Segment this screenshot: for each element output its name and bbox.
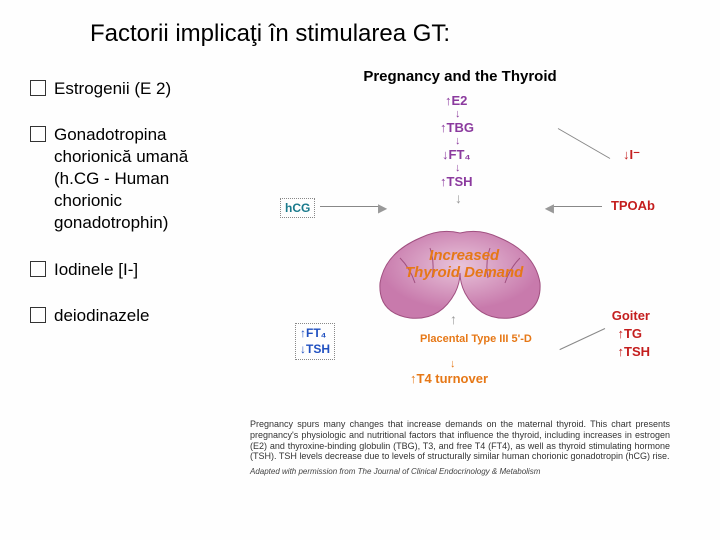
label-tg: ↑TG	[617, 326, 642, 341]
bullet-list: Estrogenii (E 2) Gonadotropina chorionic…	[30, 68, 230, 476]
arrow-right-icon: ▶	[378, 201, 387, 215]
diagram-canvas: ↑E2 ↓ ↑TBG ↓ ↓FT₄ ↓ ↑TSH ↓ hCG ▶ ↓I⁻ TPO…	[250, 93, 670, 413]
label-tpoab: TPOAb	[611, 198, 655, 213]
connector-line	[552, 206, 602, 207]
attribution-text: Adapted with permission from The Journal…	[250, 467, 670, 476]
label-tsh-bottom: ↓TSH	[300, 342, 330, 358]
arrow-down-icon: ↓	[450, 358, 456, 370]
thyroid-line2: Thyroid Demand	[405, 264, 523, 281]
connector-line	[558, 128, 610, 159]
label-tsh-right: ↑TSH	[618, 344, 651, 359]
checkbox-icon	[30, 80, 46, 96]
thyroid-text: Increased Thyroid Demand	[405, 248, 523, 281]
slide: Factorii implicaţi în stimularea GT: Est…	[0, 0, 720, 496]
ft4-tsh-box: ↑FT₄ ↓TSH	[295, 323, 335, 360]
caption-text: Pregnancy spurs many changes that increa…	[250, 419, 670, 462]
arrow-down-icon: ↓	[455, 190, 462, 206]
bullet-text: deiodinazele	[54, 305, 149, 327]
label-e2: ↑E2	[445, 93, 467, 108]
checkbox-icon	[30, 307, 46, 323]
label-goiter: Goiter	[612, 308, 650, 323]
arrow-down-icon: ↓	[455, 162, 461, 174]
bullet-text: Estrogenii (E 2)	[54, 78, 171, 100]
label-ft4-bottom: ↑FT₄	[300, 326, 330, 342]
content-row: Estrogenii (E 2) Gonadotropina chorionic…	[30, 68, 690, 476]
label-iodine: ↓I⁻	[623, 147, 640, 163]
bullet-deiodinazele: deiodinazele	[30, 305, 230, 327]
connector-line	[559, 328, 605, 350]
label-t4turnover: ↑T4 turnover	[410, 371, 488, 386]
diagram-title: Pregnancy and the Thyroid	[250, 68, 670, 85]
arrow-down-icon: ↓	[455, 135, 461, 147]
bullet-text: Gonadotropina chorionică umană (h.CG - H…	[54, 124, 230, 234]
label-tsh-top: ↑TSH	[440, 174, 473, 189]
connector-line	[320, 206, 380, 207]
label-hcg: hCG	[280, 198, 315, 218]
arrow-left-icon: ◀	[545, 201, 554, 215]
placental-text: Placental Type III 5'-D	[420, 333, 532, 345]
diagram-panel: Pregnancy and the Thyroid ↑E2 ↓ ↑TBG ↓ ↓…	[250, 68, 670, 476]
checkbox-icon	[30, 261, 46, 277]
bullet-gonadotropina: Gonadotropina chorionică umană (h.CG - H…	[30, 124, 230, 234]
bullet-text: Iodinele [I-]	[54, 259, 138, 281]
label-ft4: ↓FT₄	[442, 147, 471, 162]
label-tbg: ↑TBG	[440, 120, 474, 135]
label-placental: Placental Type III 5'-D	[420, 333, 532, 345]
arrow-up-icon: ↑	[450, 311, 457, 327]
bullet-estrogenii: Estrogenii (E 2)	[30, 78, 230, 100]
thyroid-line1: Increased	[429, 247, 499, 264]
checkbox-icon	[30, 126, 46, 142]
bullet-iodinele: Iodinele [I-]	[30, 259, 230, 281]
slide-title: Factorii implicaţi în stimularea GT:	[90, 20, 690, 48]
arrow-down-icon: ↓	[455, 108, 461, 120]
